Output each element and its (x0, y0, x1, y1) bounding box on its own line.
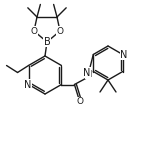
Text: B: B (44, 37, 50, 47)
Text: O: O (56, 27, 64, 35)
Text: N: N (83, 68, 90, 77)
Text: N: N (24, 80, 31, 90)
Text: H: H (85, 70, 92, 79)
Text: O: O (31, 27, 37, 35)
Text: N: N (120, 49, 127, 59)
Text: O: O (77, 97, 84, 106)
